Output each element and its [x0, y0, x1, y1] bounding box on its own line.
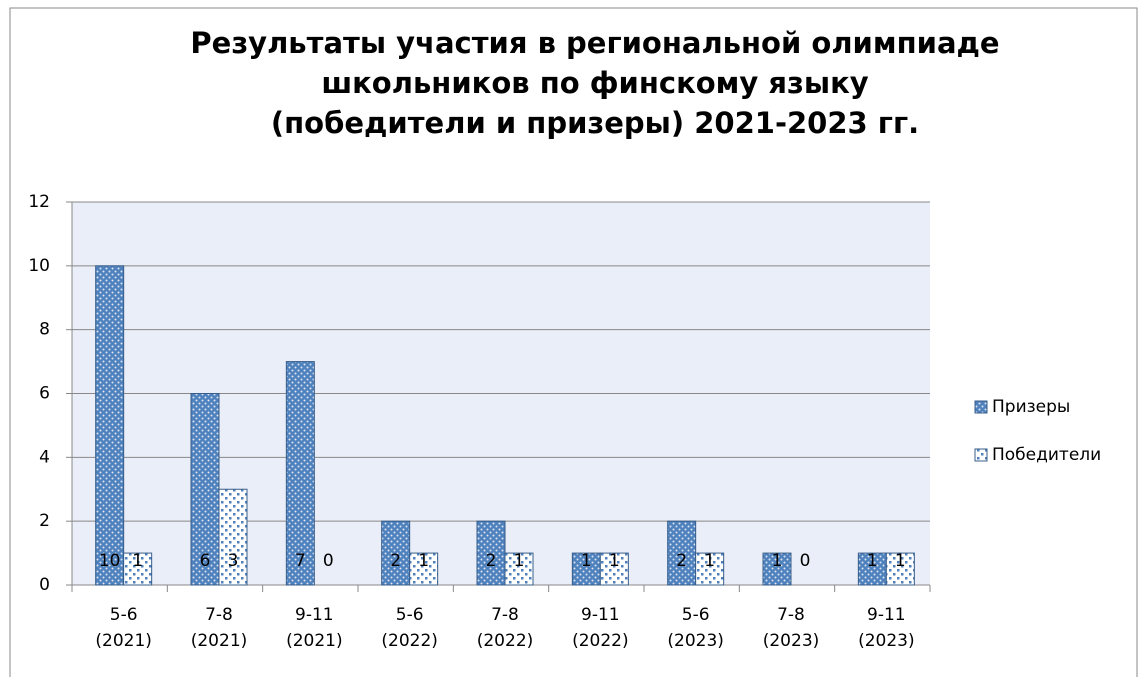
bar — [285, 361, 315, 586]
x-tick-label: 7-8 (2023) — [763, 605, 820, 651]
legend-marker — [974, 400, 988, 414]
bar — [476, 520, 506, 586]
bar — [571, 552, 601, 586]
x-tick-label: 9-11 (2023) — [858, 605, 915, 651]
bar — [762, 552, 792, 586]
value-label: 1 — [132, 551, 143, 571]
bar — [123, 552, 153, 586]
value-label: 6 — [200, 551, 211, 571]
value-label: 10 — [99, 551, 121, 571]
value-label: 1 — [867, 551, 878, 571]
value-label: 3 — [228, 551, 239, 571]
y-tick-label: 2 — [39, 511, 50, 531]
bar — [885, 552, 915, 586]
bar — [218, 488, 248, 586]
y-tick-label: 4 — [39, 447, 50, 467]
y-tick-label: 8 — [39, 320, 50, 340]
value-label: 0 — [800, 551, 811, 571]
value-label: 1 — [581, 551, 592, 571]
bar — [95, 265, 125, 586]
bar — [504, 552, 534, 586]
bar — [857, 552, 887, 586]
x-tick-label: 9-11 (2022) — [572, 605, 629, 651]
value-label: 1 — [514, 551, 525, 571]
bar — [190, 393, 220, 586]
bar — [667, 520, 697, 586]
bar — [381, 520, 411, 586]
value-label: 2 — [676, 551, 687, 571]
x-tick-label: 5-6 (2023) — [667, 605, 724, 651]
bar — [599, 552, 629, 586]
y-tick-label: 0 — [39, 575, 50, 595]
x-tick-label: 9-11 (2021) — [286, 605, 343, 651]
value-label: 1 — [772, 551, 783, 571]
x-tick-label: 7-8 (2021) — [191, 605, 248, 651]
value-label: 7 — [295, 551, 306, 571]
legend-label: Призеры — [992, 397, 1070, 417]
chart-title: Результаты участия в региональной олимпи… — [190, 26, 999, 140]
x-tick-label: 5-6 (2022) — [381, 605, 438, 651]
y-tick-label: 10 — [28, 256, 50, 276]
x-tick-label: 5-6 (2021) — [95, 605, 152, 651]
value-label: 2 — [390, 551, 401, 571]
value-label: 1 — [704, 551, 715, 571]
y-tick-label: 12 — [28, 192, 50, 212]
value-label: 1 — [418, 551, 429, 571]
legend-label: Победители — [992, 445, 1101, 465]
value-label: 1 — [895, 551, 906, 571]
legend-marker — [974, 448, 988, 462]
value-label: 1 — [609, 551, 620, 571]
y-tick-label: 6 — [39, 384, 50, 404]
bar — [695, 552, 725, 586]
value-label: 0 — [323, 551, 334, 571]
bar — [409, 552, 439, 586]
value-label: 2 — [486, 551, 497, 571]
x-tick-label: 7-8 (2022) — [477, 605, 534, 651]
